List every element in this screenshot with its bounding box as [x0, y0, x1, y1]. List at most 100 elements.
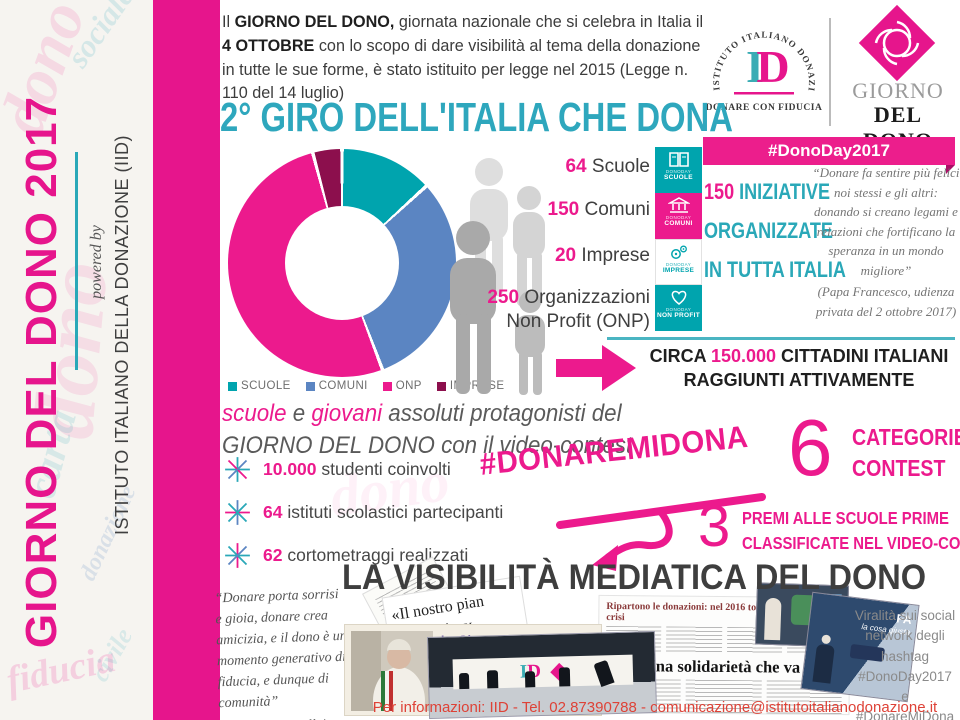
protagonists-word1: scuole	[222, 400, 287, 427]
bank-icon	[667, 197, 690, 213]
pope-quote-attribution: (Papa Francesco, udienza privata del 2 o…	[815, 284, 957, 319]
badge-line2: COMUNI	[664, 220, 693, 227]
iid-logo-graphic: ISTITUTO ITALIANO DONAZIONE I D DONARE C…	[699, 0, 823, 113]
organization-name-vertical: ISTITUTO ITALIANO DELLA DONAZIONE (IID)	[112, 135, 132, 535]
bullet-istituti: 64 istituti scolastici partecipanti	[224, 499, 503, 526]
star-bullet-icon	[225, 543, 250, 568]
donoday-badge-column: DONODAY SCUOLE DONODAY COMUNI DONODAY IM…	[655, 147, 702, 331]
gdd-logo-line1: GIORNO	[852, 78, 944, 103]
stat-comuni: 150 Comuni	[548, 198, 650, 222]
media-section-title: LA VISIBILITÀ MEDIATICA DEL DONO	[342, 558, 927, 597]
intro-paragraph: Il GIORNO DEL DONO, giornata nazionale c…	[222, 11, 710, 106]
badge-line1: DONODAY	[665, 169, 692, 174]
star-bullet-icon	[225, 500, 250, 525]
reach-line2: RAGGIUNTI ATTIVAMENTE	[683, 370, 915, 391]
legend-label: COMUNI	[318, 380, 368, 392]
initiatives-value: 150	[704, 179, 735, 204]
contest-prizes-number: 3	[698, 494, 731, 559]
stat-value: 250	[487, 287, 520, 308]
protagonists-line2: GIORNO DEL DONO con il video-contest	[222, 432, 633, 460]
contest-categories-number: 6	[788, 403, 833, 492]
pope-quote-text: “Donare fa sentire più felici noi stessi…	[812, 165, 960, 278]
bullet-label: studenti coinvolti	[321, 459, 451, 479]
protagonists-rest: assoluti protagonisti del	[382, 400, 622, 427]
legend-swatch	[228, 381, 237, 391]
ribbon-fold	[946, 165, 955, 174]
watermark-word: civile	[85, 623, 139, 687]
people-silhouettes-icon	[450, 158, 545, 395]
iid-logo-underline	[734, 92, 794, 95]
contest-categories-label2: CONTEST	[852, 455, 946, 481]
tv-person	[764, 597, 782, 641]
badge-line2: SCUOLE	[664, 174, 693, 181]
donoday-ribbon: #DonoDay2017	[703, 137, 955, 165]
diamond-swirl-icon	[874, 20, 920, 66]
initiatives-line3: IN TUTTA ITALIA	[704, 257, 846, 282]
badge-line1: DONODAY	[665, 307, 692, 312]
giorno-del-dono-logo: GIORNO DEL DONO	[840, 4, 956, 153]
participation-stats: 64 Scuole 150 Comuni 20 Imprese 250 Orga…	[448, 150, 650, 390]
intro-bold: 4 OTTOBRE	[222, 36, 315, 55]
mattarella-quote-attribution: (Sergio Mattarella)	[219, 714, 352, 720]
tv-person-body	[812, 643, 835, 684]
fake-text-lines	[666, 626, 722, 653]
stat-label: Scuole	[591, 156, 650, 177]
separator-line	[607, 337, 955, 340]
intro-text: Il	[222, 13, 235, 31]
iid-letter-d: D	[756, 41, 789, 92]
stat-scuole: 64 Scuole	[565, 155, 650, 179]
audience-silhouette	[524, 671, 536, 688]
audience-silhouette	[558, 667, 571, 687]
donut-chart-hole	[285, 206, 399, 320]
badge-line1: DONODAY	[665, 215, 692, 220]
badge-line1: DONODAY	[665, 262, 692, 267]
bullet-label: istituti scolastici partecipanti	[287, 502, 504, 522]
badge-line2: IMPRESE	[662, 267, 695, 274]
legend-swatch	[305, 381, 315, 391]
intro-text: giornata nazionale che si celebra in Ita…	[394, 13, 704, 31]
stat-label: Imprese	[581, 245, 650, 266]
pink-accent-bar	[153, 0, 220, 720]
arrow-right-icon	[556, 345, 636, 391]
intro-bold: GIORNO DEL DONO,	[234, 13, 395, 31]
event-title-vertical: GIORNO DEL DONO 2017	[17, 95, 66, 649]
bullet-value: 10.000	[263, 459, 317, 479]
legend-item: COMUNI	[305, 380, 368, 392]
pope-quote: “Donare fa sentire più felici noi stessi…	[812, 163, 960, 321]
social-virality-note: Viralità sui social network degli hashta…	[854, 608, 956, 720]
mattarella-quote-text: “Donare porta sorrisi e gioia, donare cr…	[214, 587, 348, 712]
legend-label: SCUOLE	[241, 380, 291, 392]
watermark-word: sociale	[59, 0, 141, 74]
initiatives-block: 150 INIZIATIVE ORGANIZZATE IN TUTTA ITAL…	[704, 172, 854, 289]
heart-icon	[671, 290, 686, 305]
badge-comuni: DONODAY COMUNI	[655, 193, 702, 239]
reach-pre: CIRCA	[649, 346, 711, 366]
tv-person-head	[821, 634, 832, 645]
footer-contact-info: Per informazioni: IID - Tel. 02.87390788…	[372, 699, 938, 716]
legend-swatch	[436, 381, 446, 391]
contest-prizes-label2: CLASSIFICATE NEL VIDEO-CONTEST	[742, 533, 960, 553]
stat-imprese: 20 Imprese	[555, 244, 650, 268]
curved-arrow-icon	[556, 493, 766, 571]
legend-item: SCUOLE	[228, 380, 291, 392]
legend-item: ONP	[382, 380, 422, 392]
protagonists-statement: scuole e giovani assoluti protagonisti d…	[222, 398, 632, 463]
iid-tagline: DONARE CON FIDUCIA	[706, 103, 823, 113]
contest-prizes-label1: PREMI ALLE SCUOLE PRIME	[742, 508, 949, 528]
protagonists-word3: giovani	[311, 400, 383, 427]
gears-icon	[670, 245, 687, 259]
reach-value: 150.000	[710, 346, 777, 366]
pope-photo	[351, 631, 433, 711]
stat-value: 20	[554, 245, 577, 266]
legend-label: ONP	[395, 380, 422, 392]
stat-label: Comuni	[584, 199, 650, 220]
stat-value: 64	[565, 156, 587, 177]
bullet-value: 62	[263, 545, 283, 565]
stat-onp: 250 Organizzazioni Non Profit (ONP)	[487, 286, 650, 334]
badge-scuole: DONODAY SCUOLE	[655, 147, 702, 193]
mattarella-quote: “Donare porta sorrisi e gioia, donare cr…	[214, 584, 351, 720]
protagonists-word2: e	[286, 400, 312, 427]
stat-label2: Non Profit (ONP)	[506, 310, 650, 332]
contest-categories-label1: CATEGORIE	[852, 424, 960, 450]
page-title: 2° GIRO DELL'ITALIA CHE DONA	[220, 94, 733, 140]
